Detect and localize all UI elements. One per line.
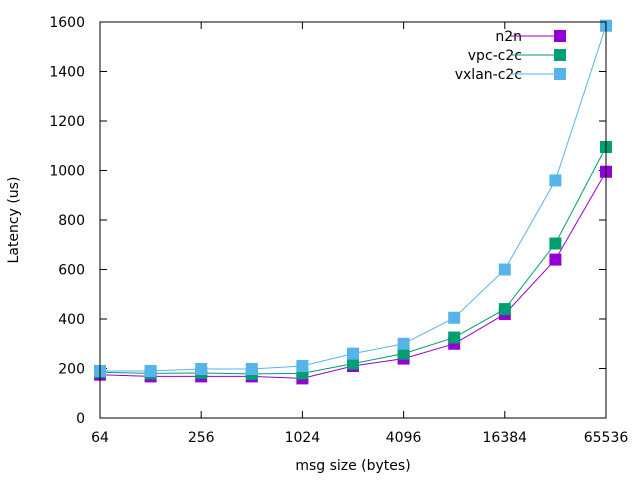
legend-label: n2n: [495, 29, 522, 45]
data-point-vpc-c2c: [397, 347, 410, 360]
data-point-vxlan-c2c: [347, 347, 359, 360]
series-line-n2n: [99, 171, 607, 379]
data-point-vpc-c2c: [347, 357, 359, 370]
y-tick-label: 1400: [49, 65, 85, 81]
data-point-vxlan-c2c: [195, 362, 208, 375]
data-point-vxlan-c2c: [296, 360, 309, 373]
x-tick-label: 16384: [483, 430, 528, 446]
series-vpc-c2c: [94, 140, 612, 380]
legend-marker: [554, 68, 566, 80]
x-tick-label: 256: [188, 430, 215, 446]
y-tick-label: 800: [58, 213, 85, 229]
y-tick-label: 600: [58, 263, 85, 279]
legend-label: vxlan-c2c: [455, 67, 522, 83]
data-point-vxlan-c2c: [397, 337, 410, 350]
y-tick-label: 1600: [49, 15, 85, 31]
y-tick-label: 400: [58, 312, 85, 328]
data-point-vxlan-c2c: [549, 174, 562, 187]
x-tick-label: 1024: [285, 430, 321, 446]
legend-marker: [554, 30, 566, 42]
x-tick-label: 65536: [584, 430, 629, 446]
legend-marker: [554, 49, 566, 61]
y-axis-title: Latency (us): [6, 177, 22, 264]
data-point-vpc-c2c: [498, 303, 511, 316]
data-point-vpc-c2c: [549, 237, 562, 250]
data-point-vxlan-c2c: [245, 362, 258, 375]
series-layer: [94, 19, 612, 385]
series-line-vpc-c2c: [99, 146, 607, 375]
plot-frame: [99, 21, 607, 419]
y-tick-label: 0: [76, 411, 85, 427]
legend: n2n vpc-c2c vxlan-c2c: [455, 29, 566, 83]
series-vxlan-c2c: [94, 19, 612, 377]
data-point-n2n: [549, 253, 562, 266]
series-line-vxlan-c2c: [100, 25, 607, 372]
data-point-vxlan-c2c: [498, 263, 511, 276]
data-point-vxlan-c2c: [144, 364, 157, 377]
data-point-vpc-c2c: [448, 331, 461, 344]
legend-entry: vpc-c2c: [468, 48, 566, 64]
y-tick-label: 1200: [49, 114, 85, 130]
legend-entry: vxlan-c2c: [455, 67, 566, 83]
legend-label: vpc-c2c: [468, 48, 522, 64]
y-tick-label: 200: [58, 362, 85, 378]
y-tick-label: 1000: [49, 164, 85, 180]
data-point-vxlan-c2c: [448, 311, 461, 324]
legend-entry: n2n: [495, 29, 566, 45]
x-axis-title: msg size (bytes): [295, 458, 410, 474]
tick-labels: 0 200 400 600 800 1000 1200 1400 1600 64 256 1024 40…: [49, 15, 628, 446]
x-tick-label: 64: [91, 430, 109, 446]
x-tick-label: 4096: [386, 430, 422, 446]
